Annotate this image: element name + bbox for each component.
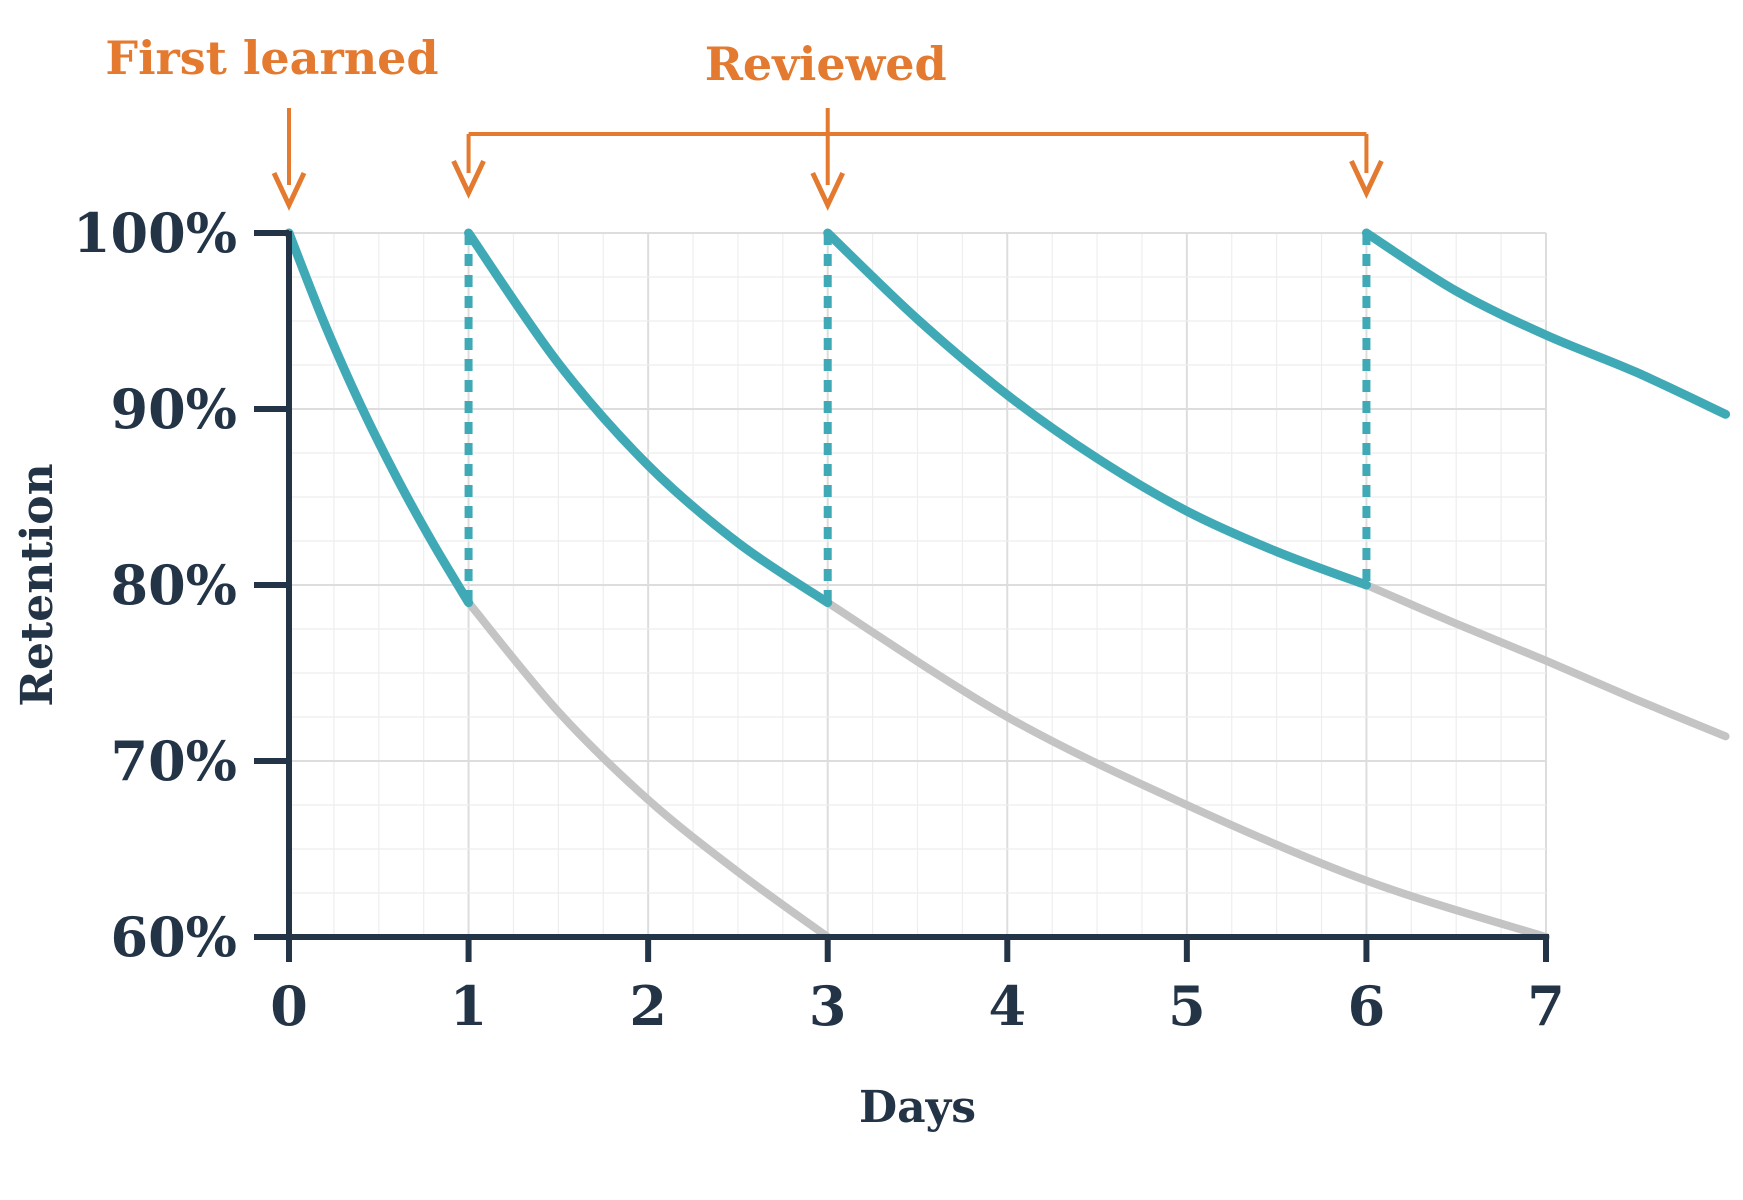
x-tick-label: 4: [988, 974, 1026, 1038]
x-tick-label: 1: [450, 974, 488, 1038]
x-tick-label: 0: [270, 974, 308, 1038]
reviewed-arrow-2-head: [810, 171, 845, 211]
x-axis-ticks: 0 1 2 3 4 5 6 7: [270, 937, 1565, 1038]
annotations: [271, 108, 1384, 211]
y-tick-label: 90%: [111, 377, 237, 441]
review-dashed-lines: [464, 233, 1371, 603]
reviewed-label: Reviewed: [705, 37, 947, 91]
y-axis-ticks: 100% 90% 80% 70% 60%: [73, 201, 289, 969]
y-tick-label: 60%: [111, 905, 237, 969]
retention-curve-3: [823, 228, 1371, 590]
forgetting-curves: [464, 581, 1730, 941]
y-axis-title: Retention: [12, 463, 63, 706]
reviewed-arrow-3-head: [1349, 159, 1384, 199]
x-tick-label: 3: [809, 974, 847, 1038]
x-tick-label: 7: [1527, 974, 1565, 1038]
y-tick-label: 100%: [73, 201, 237, 265]
x-tick-label: 2: [629, 974, 667, 1038]
reviewed-arrow-1-head: [451, 159, 486, 199]
forgetting-curve-2: [823, 598, 1550, 941]
first-learned-arrow-head: [271, 171, 307, 211]
first-learned-label: First learned: [105, 31, 438, 85]
y-tick-label: 70%: [111, 729, 237, 793]
forgetting-curve-1: [464, 598, 832, 941]
y-tick-label: 80%: [111, 553, 237, 617]
x-tick-label: 5: [1168, 974, 1206, 1038]
retention-curve-4: [1361, 228, 1731, 419]
forgetting-curve-3: [1362, 581, 1730, 741]
x-axis-title: Days: [859, 1082, 976, 1133]
retention-curves: [284, 228, 1731, 608]
x-tick-label: 6: [1348, 974, 1386, 1038]
retention-curve-2: [464, 228, 833, 608]
retention-curve-1: [284, 228, 474, 608]
